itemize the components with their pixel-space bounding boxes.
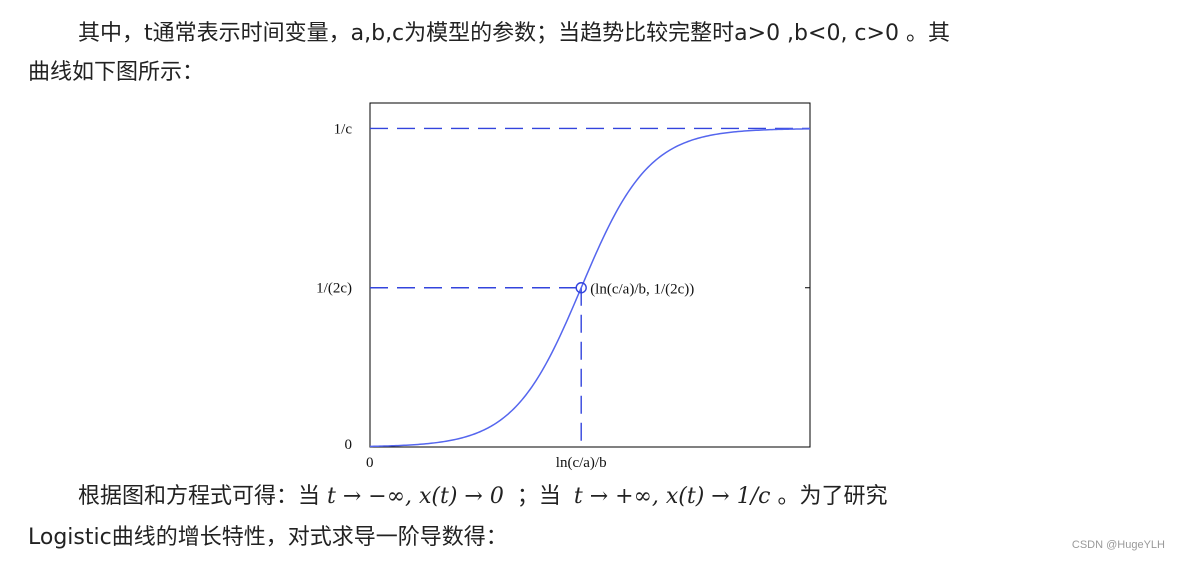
inflection-point-label: (ln(c/a)/b, 1/(2c))	[590, 282, 694, 298]
y-tick-label-1-over-2c: 1/(2c)	[316, 281, 352, 297]
logistic-chart-svg: (ln(c/a)/b, 1/(2c)) 1/c 1/(2c) 00 ln(c/a)/b	[316, 102, 811, 471]
limits-separator: ；当	[516, 484, 561, 509]
limit-plus-infinity: t → +∞, x(t) → 1/c	[573, 484, 771, 509]
x-tick-label-inflection: ln(c/a)/b	[556, 455, 607, 471]
inflection-point-marker	[575, 282, 587, 294]
limits-prefix: 根据图和方程式可得：当	[78, 484, 321, 509]
y-tick-label-zero: 0	[345, 437, 353, 453]
watermark: CSDN @HugeYLH	[1071, 539, 1165, 551]
plot-frame	[369, 102, 811, 448]
limits-suffix: 。为了研究	[777, 484, 888, 509]
logistic-curve	[369, 128, 811, 448]
paragraph-intro: 其中，t通常表示时间变量，a,b,c为模型的参数；当趋势比较完整时a>0 ,b<…	[78, 21, 950, 46]
x-tick-label-zero: 0	[366, 455, 374, 471]
paragraph-derivative: Logistic曲线的增长特性，对式求导一阶导数得：	[28, 525, 508, 550]
paragraph-limits: 根据图和方程式可得：当 t → −∞, x(t) → 0 ；当 t → +∞, …	[28, 480, 887, 514]
limit-minus-infinity: t → −∞, x(t) → 0	[327, 484, 504, 509]
logistic-chart: (ln(c/a)/b, 1/(2c)) 1/c 1/(2c) 0 0 ln(c/a)/b	[290, 95, 830, 475]
paragraph-intro-continued: 曲线如下图所示：	[28, 60, 205, 85]
y-tick-label-1-over-c: 1/c	[334, 121, 353, 137]
